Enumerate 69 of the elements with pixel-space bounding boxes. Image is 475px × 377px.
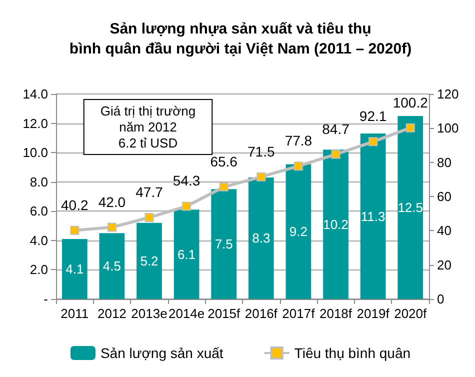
bar — [323, 150, 348, 299]
y2-tick-label: 40 — [437, 223, 452, 238]
bar — [62, 238, 88, 299]
x-tick-label: 2016f — [244, 306, 278, 321]
x-tick-label: 2019f — [356, 306, 390, 321]
y-tick-label: 2.0 — [30, 262, 48, 278]
x-tick-label: 2012 — [97, 306, 126, 321]
bar — [360, 134, 386, 299]
bar — [136, 222, 162, 299]
point — [144, 213, 154, 222]
point — [331, 150, 340, 159]
point — [294, 162, 303, 171]
x-tick-label: 2014e — [168, 306, 205, 321]
data-label: 47.7 — [136, 184, 164, 200]
x-tick-label: 2011 — [60, 306, 89, 321]
y-tick-label: 10.0 — [22, 145, 48, 160]
data-label: 100.2 — [392, 94, 428, 110]
chart-title: Sản lượng nhựa sản xuất và tiêu thụ bình quân đầu người tại Việt Nam (2011 – 2020f) — [69, 20, 412, 58]
y-tick-label: 6.0 — [30, 204, 48, 219]
point — [368, 137, 378, 146]
legend-label: Sản lượng sản xuất — [100, 345, 224, 361]
data-label: 9.2 — [289, 224, 308, 240]
data-label: 7.5 — [214, 236, 233, 252]
point — [107, 222, 116, 232]
y-tick-label: 4.0 — [30, 232, 48, 248]
bar — [286, 164, 312, 299]
y2-tick-label: 20 — [437, 257, 452, 272]
data-label: 4.1 — [66, 261, 84, 276]
y2-tick-label: 80 — [437, 154, 452, 170]
x-tick-label: 2018f — [319, 306, 352, 321]
data-label: 8.3 — [252, 230, 270, 246]
data-label: 12.5 — [398, 200, 424, 215]
data-label: 65.6 — [210, 153, 238, 170]
annotation: Giá trị thị trường năm 2012 6.2 tỉ USD — [100, 104, 196, 150]
x-tick-label: 2013e — [131, 306, 168, 321]
data-label: 6.1 — [178, 246, 196, 262]
bar — [398, 116, 424, 299]
point — [182, 202, 192, 211]
data-label: 10.2 — [323, 216, 348, 232]
data-label: 71.5 — [248, 143, 275, 160]
x-tick-label: 2020f — [394, 306, 427, 321]
y2-tick-label: 100 — [437, 120, 459, 136]
data-label: 77.8 — [284, 132, 312, 149]
x-tick-label: 2017f — [282, 306, 316, 321]
y2-tick-label: 60 — [437, 189, 452, 204]
data-label: 54.3 — [172, 172, 200, 189]
y-tick-label: 12.0 — [22, 116, 48, 131]
data-label: 4.5 — [102, 258, 121, 274]
point — [406, 123, 415, 132]
bar — [211, 189, 237, 299]
point — [70, 226, 80, 235]
y2-tick-label: 0 — [437, 292, 444, 306]
data-label: 11.3 — [360, 208, 386, 224]
x-tick-label: 2015f — [208, 306, 240, 321]
data-label: 5.2 — [140, 253, 158, 268]
bar — [99, 233, 125, 299]
bar — [174, 210, 200, 299]
y-tick-label: 8.0 — [30, 174, 48, 190]
point — [219, 182, 228, 192]
data-label: 42.0 — [98, 194, 126, 210]
y2-tick-label: 120 — [437, 86, 459, 102]
data-label: 40.2 — [61, 196, 88, 213]
data-label: 84.7 — [322, 120, 350, 137]
data-label: 92.1 — [359, 108, 387, 124]
bar — [248, 177, 274, 299]
y-tick-label: 14.0 — [22, 86, 48, 102]
legend-label: Tiêu thụ bình quân — [294, 345, 411, 361]
y-tick-label: - — [44, 292, 48, 306]
point — [256, 172, 266, 182]
